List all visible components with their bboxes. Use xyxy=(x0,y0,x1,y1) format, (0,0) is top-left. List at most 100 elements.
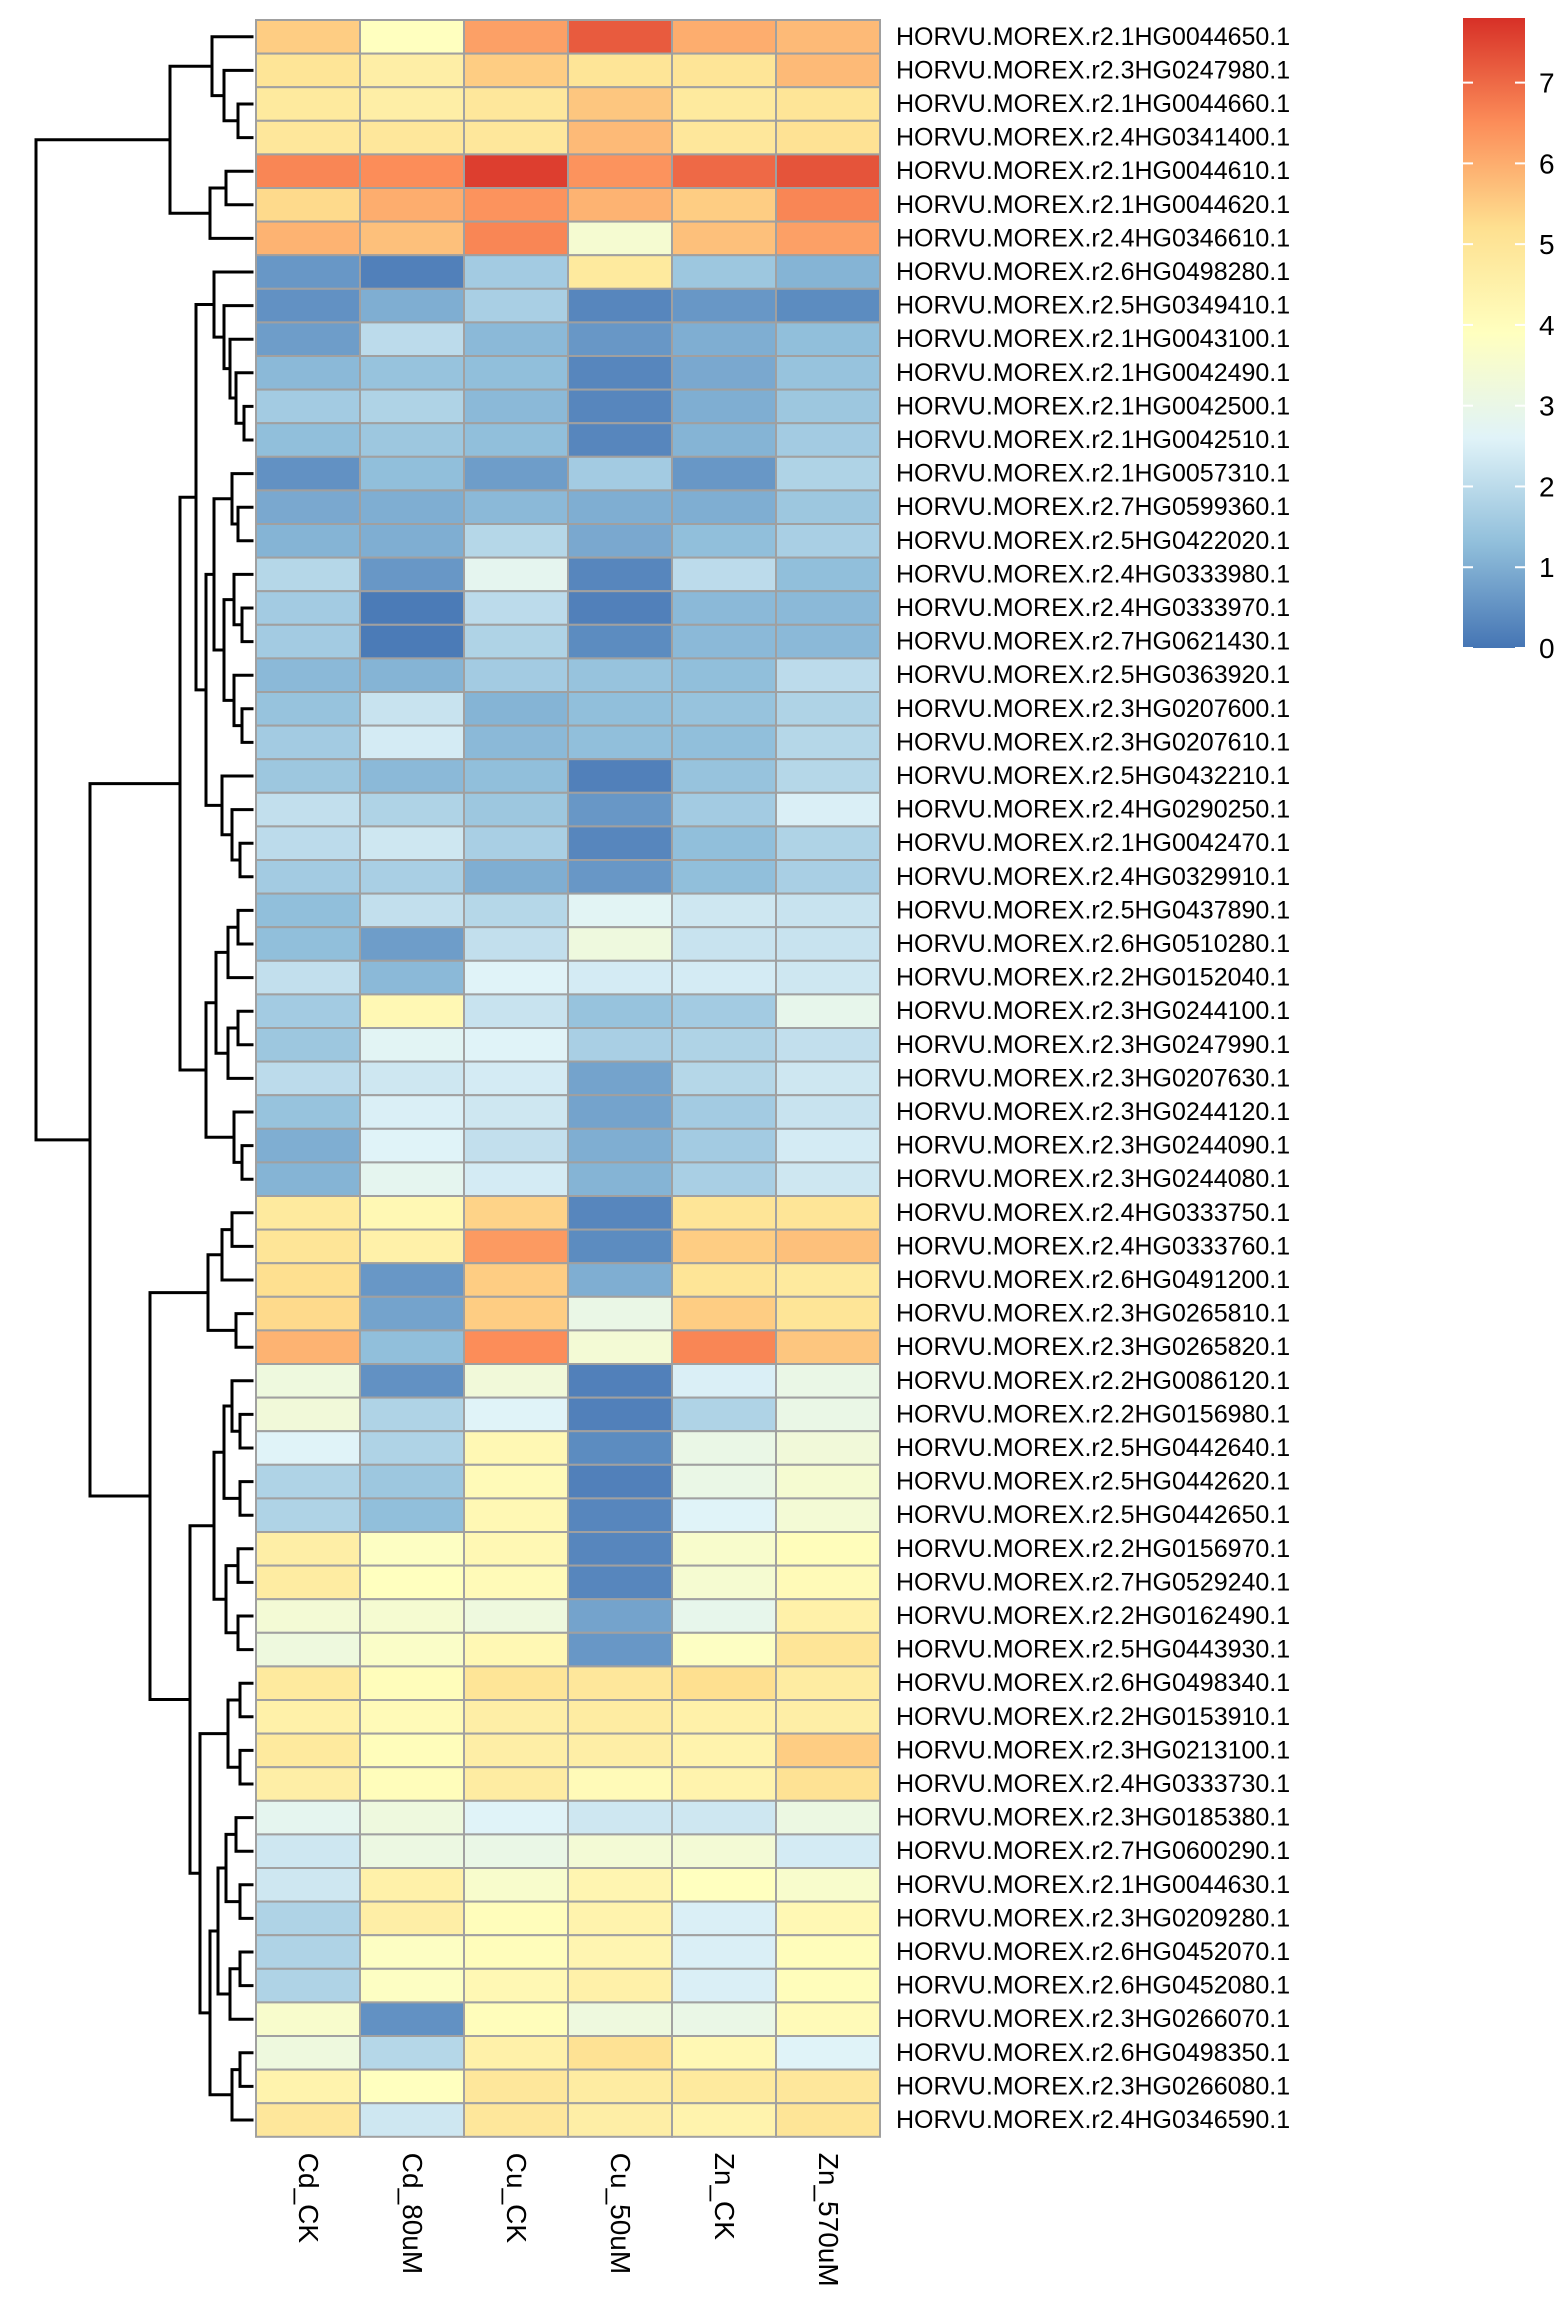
heatmap-cell xyxy=(463,1598,569,1634)
row-label: HORVU.MOREX.r2.3HG0213100.1 xyxy=(896,1736,1290,1764)
heatmap-cell xyxy=(671,455,777,492)
heatmap-cell xyxy=(775,1766,881,1802)
row-label: HORVU.MOREX.r2.2HG0153910.1 xyxy=(896,1703,1290,1731)
heatmap-cell xyxy=(775,52,881,89)
heatmap-cell xyxy=(567,19,673,55)
heatmap-cell xyxy=(775,1967,881,2004)
heatmap-cell xyxy=(671,657,777,694)
heatmap-cell xyxy=(567,523,673,559)
heatmap-cell xyxy=(567,1665,673,1702)
heatmap-cell xyxy=(775,2102,881,2138)
column-label: Zn_570uM xyxy=(813,2153,844,2287)
heatmap-cell xyxy=(463,287,569,324)
heatmap-cell xyxy=(775,321,881,357)
heatmap-cell xyxy=(775,220,881,257)
heatmap-cell xyxy=(255,19,361,55)
heatmap-cell xyxy=(463,119,569,156)
heatmap-cell xyxy=(359,1732,465,1769)
row-label: HORVU.MOREX.r2.5HG0442620.1 xyxy=(896,1468,1290,1496)
heatmap-cell xyxy=(775,1699,881,1735)
heatmap-cell xyxy=(567,153,673,189)
row-label: HORVU.MOREX.r2.3HG0207610.1 xyxy=(896,728,1290,756)
heatmap-cell xyxy=(463,1934,569,1970)
heatmap-cell xyxy=(463,1766,569,1802)
heatmap-cell xyxy=(775,1463,881,1500)
heatmap-cell xyxy=(463,2001,569,2038)
row-label: HORVU.MOREX.r2.3HG0247990.1 xyxy=(896,1031,1290,1059)
heatmap-cell xyxy=(463,1262,569,1298)
heatmap-cell xyxy=(567,623,673,660)
heatmap-cell xyxy=(463,859,569,895)
heatmap-cell xyxy=(671,1699,777,1735)
heatmap-cell xyxy=(567,489,673,525)
heatmap-cell xyxy=(671,1060,777,1097)
heatmap-cell xyxy=(255,1295,361,1332)
heatmap-cell xyxy=(671,2001,777,2038)
heatmap-cell xyxy=(359,825,465,862)
heatmap-cell xyxy=(255,1631,361,1668)
heatmap-cell xyxy=(567,1228,673,1265)
heatmap-cell xyxy=(567,287,673,324)
row-label: HORVU.MOREX.r2.2HG0156970.1 xyxy=(896,1535,1290,1563)
heatmap-cell xyxy=(775,2001,881,2038)
heatmap-cell xyxy=(359,1363,465,1399)
column-label: Cu_50uM xyxy=(605,2153,636,2274)
heatmap-cell xyxy=(775,1060,881,1097)
heatmap-cell xyxy=(567,758,673,794)
heatmap-cell xyxy=(775,187,881,223)
heatmap-cell xyxy=(671,1531,777,1567)
heatmap-cell xyxy=(359,153,465,189)
heatmap-cell xyxy=(567,791,673,828)
heatmap-cell xyxy=(567,1699,673,1735)
row-label: HORVU.MOREX.r2.4HG0290250.1 xyxy=(896,796,1290,824)
heatmap-cell xyxy=(463,1127,569,1164)
heatmap-cell xyxy=(567,52,673,89)
heatmap-cell xyxy=(255,388,361,425)
dendrogram-branch xyxy=(210,35,254,98)
heatmap-cell xyxy=(255,1665,361,1702)
heatmap-cell xyxy=(463,1228,569,1265)
column-label: Cd_CK xyxy=(293,2153,324,2244)
heatmap-cell xyxy=(255,287,361,324)
heatmap-cell xyxy=(567,1127,673,1164)
heatmap-cell xyxy=(775,2035,881,2071)
dendrogram-branch xyxy=(224,1832,242,1904)
heatmap-cell xyxy=(775,859,881,895)
heatmap-cell xyxy=(255,86,361,122)
heatmap-cell xyxy=(359,1531,465,1567)
heatmap-cell xyxy=(567,1564,673,1601)
dendrogram-branch xyxy=(234,1816,254,1853)
heatmap-cell xyxy=(255,52,361,89)
heatmap-cell xyxy=(463,2068,569,2105)
row-label: HORVU.MOREX.r2.5HG0349410.1 xyxy=(896,292,1290,320)
heatmap-cell xyxy=(359,724,465,761)
row-label: HORVU.MOREX.r2.1HG0044610.1 xyxy=(896,157,1290,185)
heatmap-cell xyxy=(463,455,569,492)
heatmap-cell xyxy=(671,1799,777,1836)
heatmap-cell xyxy=(671,489,777,525)
row-label: HORVU.MOREX.r2.5HG0443930.1 xyxy=(896,1636,1290,1664)
heatmap-cell xyxy=(775,1732,881,1769)
row-label: HORVU.MOREX.r2.1HG0044650.1 xyxy=(896,23,1290,51)
row-label: HORVU.MOREX.r2.4HG0333750.1 xyxy=(896,1199,1290,1227)
heatmap-cell xyxy=(567,1396,673,1433)
heatmap-cell xyxy=(775,1531,881,1567)
heatmap-cell xyxy=(463,1060,569,1097)
heatmap-cell xyxy=(775,993,881,1030)
heatmap-cell xyxy=(463,1195,569,1231)
heatmap-cell xyxy=(359,556,465,593)
heatmap-cell xyxy=(567,993,673,1030)
row-label: HORVU.MOREX.r2.6HG0498350.1 xyxy=(896,2039,1290,2067)
heatmap-cell xyxy=(671,52,777,89)
row-dendrogram xyxy=(34,35,254,2122)
row-label: HORVU.MOREX.r2.1HG0042500.1 xyxy=(896,392,1290,420)
heatmap-cell xyxy=(567,892,673,929)
row-label: HORVU.MOREX.r2.3HG0207630.1 xyxy=(896,1064,1290,1092)
heatmap-cell xyxy=(463,1295,569,1332)
heatmap-cell xyxy=(671,254,777,290)
heatmap-cell xyxy=(671,556,777,593)
heatmap-cell xyxy=(463,724,569,761)
row-label: HORVU.MOREX.r2.3HG0244100.1 xyxy=(896,997,1290,1025)
row-label: HORVU.MOREX.r2.3HG0265810.1 xyxy=(896,1300,1290,1328)
